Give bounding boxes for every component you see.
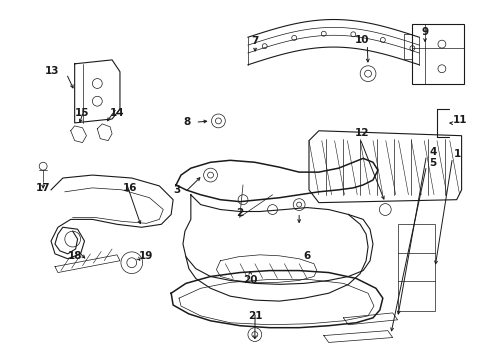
Text: 8: 8	[183, 117, 190, 127]
Bar	[411, 24, 463, 84]
Text: 18: 18	[68, 251, 82, 261]
Text: 5: 5	[429, 158, 436, 168]
Text: 2: 2	[236, 208, 243, 217]
Text: 6: 6	[303, 251, 310, 261]
Text: 14: 14	[109, 108, 124, 118]
Text: 17: 17	[36, 183, 50, 193]
Text: 7: 7	[251, 36, 258, 46]
Text: 3: 3	[173, 185, 181, 194]
Bar	[397, 224, 434, 311]
Text: 12: 12	[354, 128, 369, 138]
Text: 20: 20	[243, 275, 257, 285]
Text: 21: 21	[247, 311, 262, 321]
Text: 1: 1	[453, 149, 460, 159]
Text: 16: 16	[122, 183, 137, 193]
Text: 13: 13	[44, 66, 59, 76]
Text: 19: 19	[138, 251, 153, 261]
Text: 4: 4	[428, 147, 436, 157]
Text: 11: 11	[452, 116, 467, 125]
Text: 10: 10	[354, 35, 369, 45]
Text: 15: 15	[74, 108, 89, 118]
Text: 9: 9	[421, 27, 427, 37]
